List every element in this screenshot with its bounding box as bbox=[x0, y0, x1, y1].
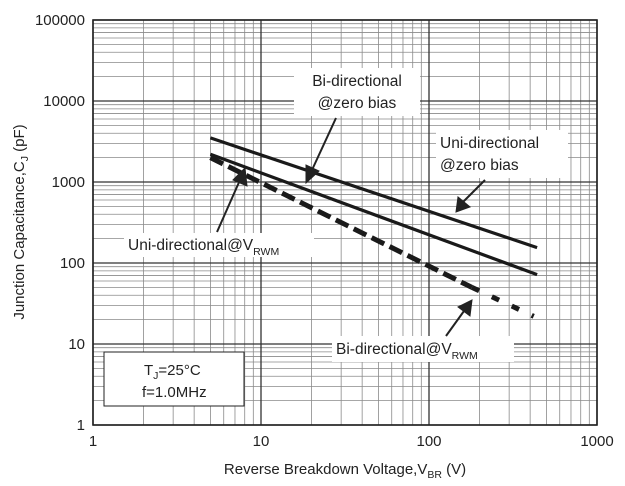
arrow-uni-zero-head bbox=[455, 196, 471, 213]
annotation-uni-zero-line2: @zero bias bbox=[440, 157, 519, 174]
conditions-line2: f=1.0MHz bbox=[142, 384, 207, 401]
annotation-uni-zero: Uni-directional @zero bias bbox=[436, 130, 568, 178]
y-tick-label: 100000 bbox=[35, 12, 85, 29]
y-tick-label: 10000 bbox=[43, 93, 85, 110]
x-tick-label: 1 bbox=[89, 433, 97, 450]
arrow-uni-zero-shaft bbox=[462, 179, 486, 203]
annotation-bi-zero: Bi-directional @zero bias bbox=[294, 68, 420, 116]
series-line-bi_zero bbox=[209, 136, 538, 250]
y-axis-title: Junction Capacitance,CJ (pF) bbox=[11, 124, 31, 319]
x-tick-label: 1000 bbox=[580, 433, 613, 450]
annotation-bi-zero-line2: @zero bias bbox=[318, 95, 397, 112]
conditions-box: TJ=25°C f=1.0MHz bbox=[103, 351, 245, 407]
annotation-bi-zero-box bbox=[294, 68, 420, 116]
y-tick-label: 1000 bbox=[52, 174, 85, 191]
arrow-bi-vrwm-shaft bbox=[445, 310, 465, 337]
annotation-uni-zero-box bbox=[436, 130, 568, 178]
annotation-bi-vrwm-box bbox=[332, 336, 514, 362]
arrow-uni-vrwm-head bbox=[232, 166, 248, 187]
conditions-line1: TJ=25°C bbox=[144, 362, 201, 382]
tick-labels: 1 10 100 1000 1 10 100 1000 10000 100000 bbox=[35, 12, 614, 450]
annotation-uni-vrwm: Uni-directional@VRWM bbox=[124, 233, 314, 258]
annotation-bi-vrwm: Bi-directional@VRWM bbox=[332, 336, 514, 362]
annotation-uni-vrwm-box bbox=[124, 233, 314, 257]
annotation-uni-vrwm-text: Uni-directional@VRWM bbox=[128, 237, 279, 258]
y-tick-label: 100 bbox=[60, 255, 85, 272]
y-tick-label: 1 bbox=[77, 417, 85, 434]
arrow-bi-zero-shaft bbox=[311, 117, 337, 171]
arrow-bi-zero-head bbox=[305, 164, 320, 185]
y-tick-label: 10 bbox=[68, 336, 85, 353]
series-group bbox=[209, 136, 538, 319]
annotation-arrows bbox=[216, 117, 486, 337]
plot-frame bbox=[92, 19, 598, 426]
x-axis-title: Reverse Breakdown Voltage,VBR (V) bbox=[224, 461, 466, 481]
annotation-bi-vrwm-text: Bi-directional@VRWM bbox=[336, 341, 478, 362]
x-tick-label: 100 bbox=[416, 433, 441, 450]
series-line-uni_vrwm bbox=[209, 155, 474, 290]
annotation-bi-zero-line1: Bi-directional bbox=[312, 73, 402, 90]
arrow-uni-vrwm-shaft bbox=[216, 179, 241, 233]
series-line-uni_zero bbox=[209, 152, 538, 277]
conditions-box-bg bbox=[103, 351, 245, 407]
x-tick-label: 10 bbox=[253, 433, 270, 450]
arrow-bi-vrwm-head bbox=[457, 299, 473, 317]
annotation-uni-zero-line1: Uni-directional bbox=[440, 135, 539, 152]
